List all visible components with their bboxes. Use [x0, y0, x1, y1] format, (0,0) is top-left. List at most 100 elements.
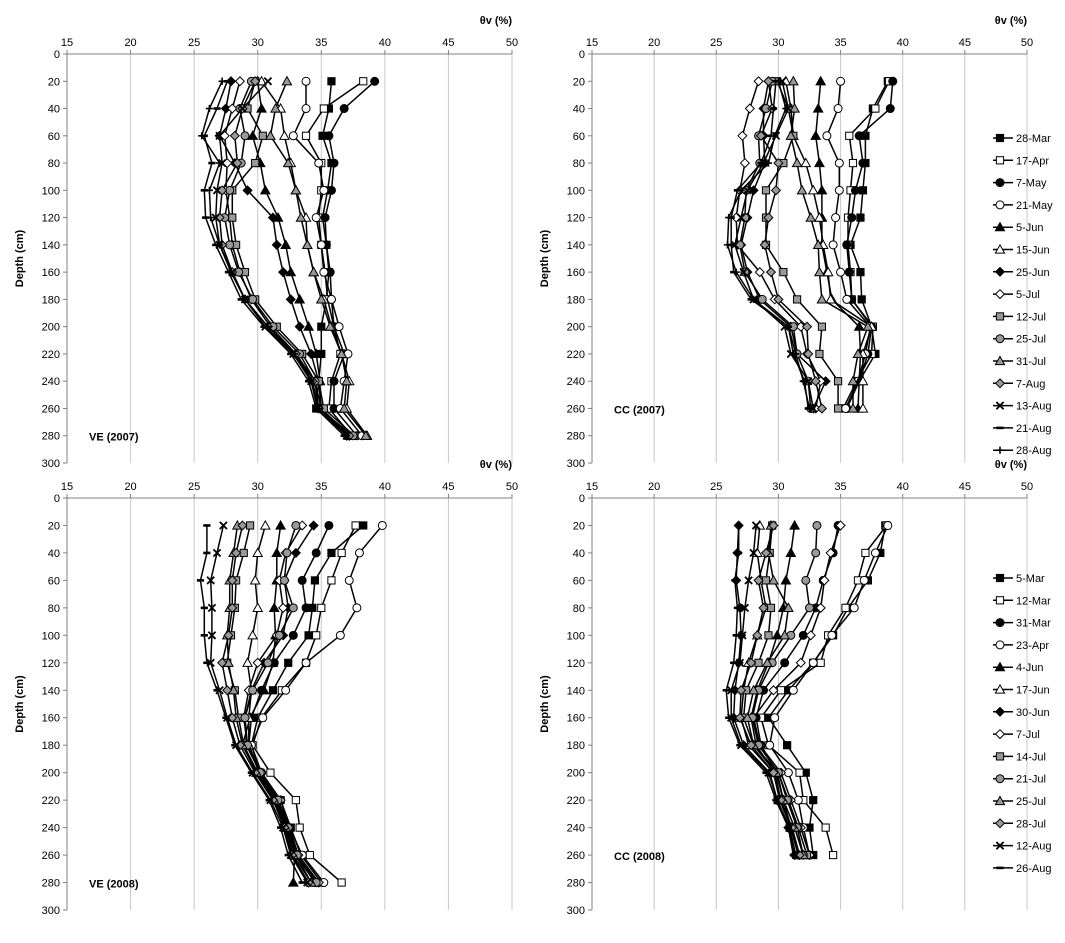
series-28-Aug	[198, 77, 351, 440]
data-point	[200, 634, 208, 637]
data-point	[265, 798, 273, 802]
data-point	[294, 321, 305, 332]
series-line	[242, 525, 320, 883]
y-tick-label: 300	[42, 905, 60, 917]
y-tick-label: 60	[48, 131, 60, 143]
y-tick-label: 140	[567, 240, 585, 252]
legend-label: 4-Jun	[1016, 662, 1044, 674]
data-point	[782, 602, 794, 612]
y-axis-label: Depth (cm)	[539, 229, 551, 287]
data-point	[270, 102, 281, 113]
legend-entry: 7-May	[993, 178, 1047, 190]
data-point	[327, 548, 336, 558]
data-point	[783, 741, 792, 750]
data-point	[285, 266, 297, 277]
data-point	[370, 76, 380, 86]
data-point	[301, 76, 311, 86]
data-point	[810, 376, 821, 387]
legend-entry: 21-Aug	[993, 423, 1051, 435]
y-tick-label: 200	[567, 322, 585, 334]
data-point	[753, 575, 764, 586]
data-point	[788, 685, 798, 695]
legend-label: 31-Jul	[1016, 356, 1046, 368]
data-point	[816, 184, 828, 195]
y-tick-label: 280	[42, 878, 60, 890]
data-point	[807, 184, 819, 195]
data-point	[298, 881, 306, 884]
data-point	[847, 375, 859, 386]
x-tick-label: 30	[252, 37, 264, 49]
data-point	[858, 158, 868, 168]
legend-entry: 12-Jul	[993, 311, 1046, 323]
y-tick-label: 260	[42, 850, 60, 862]
series-line	[218, 81, 348, 437]
data-point	[784, 826, 792, 829]
x-tick-label: 25	[188, 481, 200, 493]
y-tick-label: 300	[567, 905, 585, 917]
data-point	[785, 130, 797, 140]
data-point	[745, 740, 757, 751]
legend-label: 17-Jun	[1016, 685, 1050, 697]
data-point	[768, 520, 779, 531]
data-point	[805, 404, 814, 413]
data-point	[737, 186, 745, 194]
data-point	[206, 576, 215, 585]
x-tick-label: 45	[442, 481, 454, 493]
data-point	[779, 268, 788, 277]
data-point	[271, 239, 282, 250]
data-point	[805, 603, 814, 613]
y-tick-label: 0	[579, 49, 585, 61]
data-point	[264, 323, 272, 331]
y-tick-label: 180	[42, 740, 60, 752]
data-point	[854, 131, 864, 141]
data-point	[758, 602, 769, 613]
chart-panel-1: 15 20 25 30 35 40 45 50 0 20 40 60 80 100 120 140 160 180…	[14, 15, 518, 470]
data-point	[736, 685, 747, 696]
legend-label: 13-Aug	[1016, 401, 1051, 413]
series-5-Jun	[247, 75, 355, 440]
y-tick-label: 280	[567, 878, 585, 890]
y-tick-label: 80	[48, 603, 60, 615]
data-point	[845, 131, 854, 140]
data-point	[792, 350, 800, 358]
data-point	[827, 630, 837, 640]
data-point	[222, 685, 233, 696]
data-point	[842, 240, 852, 250]
data-point	[245, 521, 255, 530]
legend-label: 17-Apr	[1016, 155, 1049, 167]
data-point	[263, 77, 273, 86]
legend-marker	[996, 866, 1004, 870]
data-point	[731, 579, 739, 582]
y-tick-label: 20	[573, 520, 585, 532]
data-point	[219, 521, 228, 530]
data-point	[768, 574, 779, 585]
series-line	[251, 81, 350, 437]
data-point	[805, 211, 817, 222]
chart-panel-3: 15 20 25 30 35 40 45 50 0 20 40 60 80 100 120 140 160 180…	[14, 459, 518, 917]
data-point	[812, 102, 824, 113]
series-line	[740, 81, 827, 409]
data-point	[227, 602, 238, 613]
legend-entry: 15-Jun	[993, 243, 1050, 257]
data-point	[825, 547, 836, 559]
legend-entry: 21-Jul	[993, 774, 1046, 786]
data-point	[201, 216, 210, 219]
legend-marker	[994, 661, 1006, 672]
data-point	[870, 548, 880, 558]
series-26-Aug	[722, 524, 797, 857]
data-point	[234, 76, 246, 87]
legend: 28-Mar 17-Apr 7-May 21-May 5-Jun 15-Jun 25-Jun…	[993, 133, 1053, 457]
data-point	[841, 603, 850, 612]
data-point	[849, 603, 859, 613]
legend: 5-Mar 12-Mar 31-Mar 23-Apr 4-Jun 17-Jun 30-Jun…	[993, 573, 1051, 875]
data-point	[816, 403, 828, 414]
data-point	[789, 102, 801, 113]
legend-label: 21-May	[1016, 200, 1053, 212]
data-point	[801, 321, 813, 332]
data-point	[227, 103, 238, 114]
legend-label: 14-Jul	[1016, 751, 1046, 763]
y-tick-label: 220	[42, 795, 60, 807]
data-point	[324, 321, 336, 331]
data-point	[215, 241, 224, 249]
